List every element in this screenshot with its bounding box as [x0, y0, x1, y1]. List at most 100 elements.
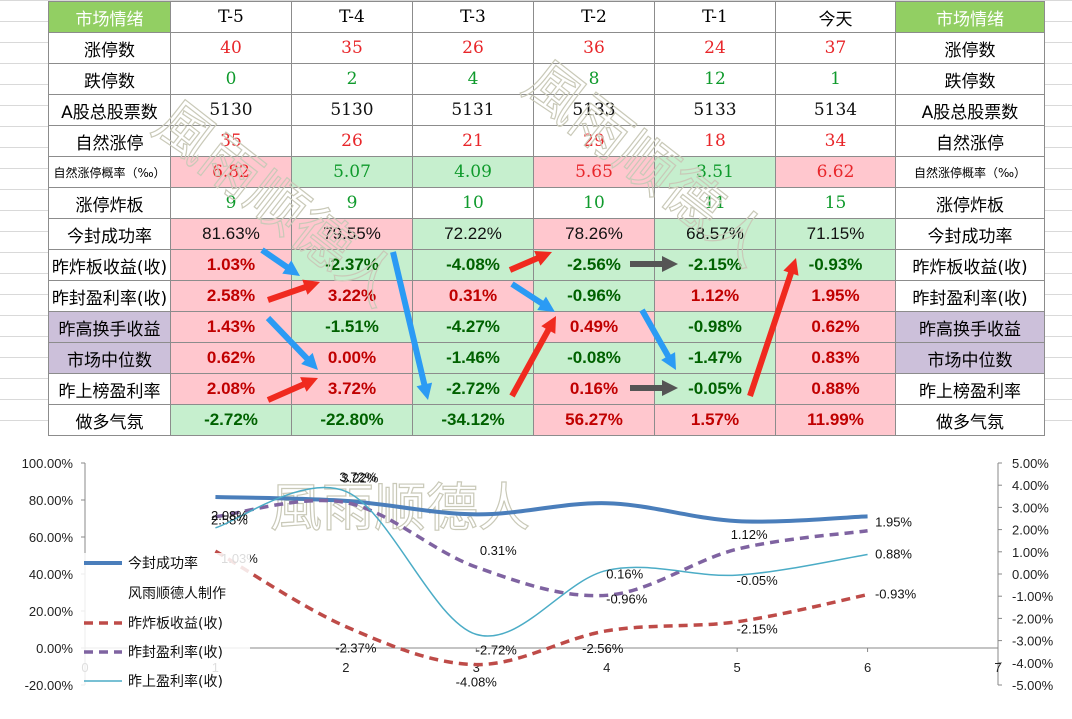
row-label: 市场中位数: [48, 342, 171, 374]
table-cell: 1.03%: [170, 249, 292, 281]
table-cell: -0.98%: [654, 311, 776, 343]
table-cell: 5133: [654, 94, 776, 126]
table-cell: 5133: [533, 94, 655, 126]
table-cell: 29: [533, 125, 655, 157]
table-cell: 10: [533, 187, 655, 219]
table-cell: 1.57%: [654, 404, 776, 436]
table-row: 跌停数 0 2 4 8 12 1 跌停数: [48, 63, 1045, 95]
x-tick-label: 3: [473, 660, 480, 675]
table-cell: 9: [291, 187, 413, 219]
table-cell: 4: [412, 63, 534, 95]
table-cell: 26: [412, 32, 534, 64]
table-cell: 78.26%: [533, 218, 655, 250]
left-tick-label: 40.00%: [29, 567, 74, 582]
table-row: 今封成功率 81.63% 79.55% 72.22% 78.26% 68.57% 71.15…: [48, 218, 1045, 250]
table-cell: -2.37%: [291, 249, 413, 281]
row-label: 涨停数: [48, 32, 171, 64]
left-tick-label: 20.00%: [29, 604, 74, 619]
row-label-right: 昨上榜盈利率: [895, 373, 1045, 405]
series-line-1: [214, 549, 868, 667]
data-label: 1.95%: [875, 515, 912, 530]
row-label-right: 市场中位数: [895, 342, 1045, 374]
table-cell: -2.72%: [170, 404, 292, 436]
table-cell: 8: [533, 63, 655, 95]
row-label: 自然涨停概率（‰）: [48, 156, 171, 188]
right-tick-label: -4.00%: [1012, 656, 1054, 671]
table-row: 涨停数 40 35 26 36 24 37 涨停数: [48, 32, 1045, 64]
table-cell: 34: [775, 125, 896, 157]
x-tick-label: 4: [603, 660, 610, 675]
data-label: -2.15%: [737, 622, 779, 637]
x-tick-label: 2: [342, 660, 349, 675]
data-label: -2.37%: [335, 641, 377, 656]
table-cell: 12: [654, 63, 776, 95]
table-row: 涨停炸板 9 9 10 10 11 15 涨停炸板: [48, 187, 1045, 219]
table-cell: -2.15%: [654, 249, 776, 281]
header-label-right: 市场情绪: [895, 1, 1045, 33]
row-label: 做多气氛: [48, 404, 171, 436]
data-label: -2.56%: [582, 641, 624, 656]
row-label: 昨高换手收益: [48, 311, 171, 343]
table-cell: 1.12%: [654, 280, 776, 312]
row-label-right: 做多气氛: [895, 404, 1045, 436]
table-cell: 1: [775, 63, 896, 95]
table-cell: 10: [412, 187, 534, 219]
table-cell: 6.82: [170, 156, 292, 188]
table-cell: 3.51: [654, 156, 776, 188]
data-label: 0.31%: [480, 543, 517, 558]
row-label: 昨炸板收益(收): [48, 249, 171, 281]
table-cell: -4.08%: [412, 249, 534, 281]
left-tick-label: -20.00%: [25, 678, 74, 693]
row-label: 今封成功率: [48, 218, 171, 250]
table-cell: -22.80%: [291, 404, 413, 436]
legend-label: 今封成功率: [128, 555, 198, 572]
row-label-right: 昨封盈利率(收): [895, 280, 1045, 312]
header-day: T-1: [654, 1, 776, 33]
table-cell: -4.27%: [412, 311, 534, 343]
table-cell: 2.58%: [170, 280, 292, 312]
table-cell: 37: [775, 32, 896, 64]
data-label: -0.05%: [737, 573, 779, 588]
row-label: A股总股票数: [48, 94, 171, 126]
header-label: 市场情绪: [48, 1, 171, 33]
right-tick-label: -2.00%: [1012, 611, 1054, 626]
data-label: 0.88%: [875, 546, 912, 561]
header-day: T-4: [291, 1, 413, 33]
table-cell: 5.07: [291, 156, 413, 188]
legend-label: 昨炸板收益(收): [128, 616, 223, 632]
row-label-right: 今封成功率: [895, 218, 1045, 250]
table-cell: 35: [291, 32, 413, 64]
header-day: 今天: [775, 1, 896, 33]
table-cell: 3.22%: [291, 280, 413, 312]
table-row: 自然涨停概率（‰） 6.82 5.07 4.09 5.65 3.51 6.62 自然涨停概率（…: [48, 156, 1045, 188]
row-label: 昨封盈利率(收): [48, 280, 171, 312]
data-label: -4.08%: [456, 675, 498, 690]
data-label: 3.22%: [341, 471, 378, 486]
right-tick-label: -5.00%: [1012, 678, 1054, 693]
left-tick-label: 100.00%: [22, 456, 74, 471]
header-day: T-3: [412, 1, 534, 33]
data-label: -2.72%: [476, 642, 518, 657]
table-cell: 11: [654, 187, 776, 219]
table-cell: 68.57%: [654, 218, 776, 250]
table-cell: 0.83%: [775, 342, 896, 374]
table-row: 昨上榜盈利率 2.08% 3.72% -2.72% 0.16% -0.05% 0.88% 昨上…: [48, 373, 1045, 405]
data-label: 3.72%: [339, 469, 376, 484]
data-label: 2.08%: [211, 508, 248, 523]
right-tick-label: -3.00%: [1012, 634, 1054, 649]
table-row: 自然涨停 35 26 21 29 18 34 自然涨停: [48, 125, 1045, 157]
table-cell: 79.55%: [291, 218, 413, 250]
table-cell: 81.63%: [170, 218, 292, 250]
table-cell: 0.62%: [170, 342, 292, 374]
table-cell: -0.08%: [533, 342, 655, 374]
row-label: 跌停数: [48, 63, 171, 95]
row-label-right: A股总股票数: [895, 94, 1045, 126]
table-cell: 11.99%: [775, 404, 896, 436]
table-cell: 40: [170, 32, 292, 64]
table-cell: -1.46%: [412, 342, 534, 374]
sentiment-table: 市场情绪 T-5 T-4 T-3 T-2 T-1 今天 市场情绪 涨停数 40 35 26 36 24 37…: [48, 1, 1045, 436]
table-cell: 72.22%: [412, 218, 534, 250]
table-cell: -34.12%: [412, 404, 534, 436]
table-cell: -0.05%: [654, 373, 776, 405]
data-label: 1.12%: [731, 527, 768, 542]
